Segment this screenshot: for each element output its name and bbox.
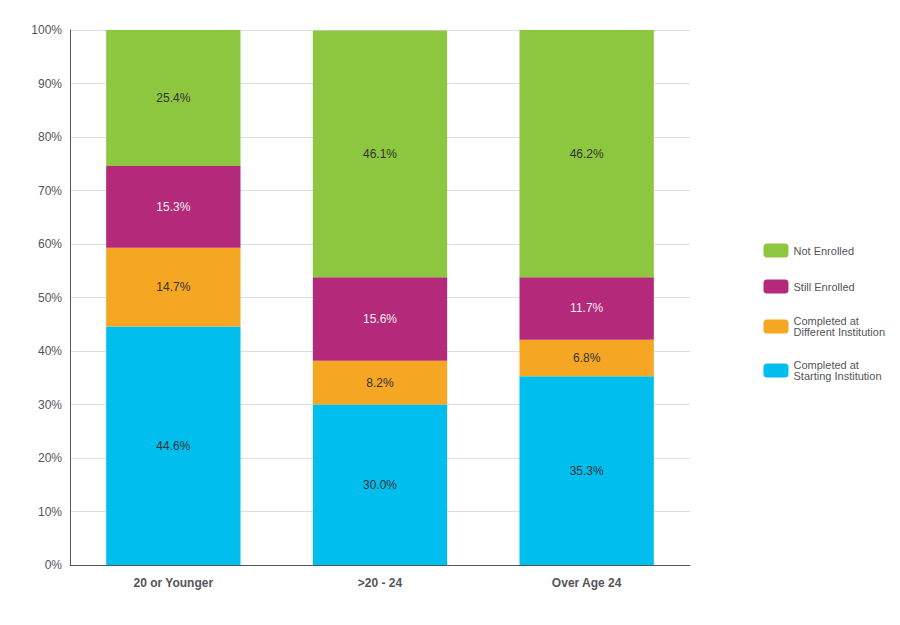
svg-text:40%: 40% bbox=[38, 344, 62, 358]
svg-text:15.6%: 15.6% bbox=[363, 312, 397, 326]
svg-text:Not Enrolled: Not Enrolled bbox=[793, 245, 854, 257]
svg-text:6.8%: 6.8% bbox=[573, 351, 601, 365]
svg-text:Completed at: Completed at bbox=[793, 359, 859, 371]
svg-text:>20 - 24: >20 - 24 bbox=[358, 576, 403, 590]
svg-text:Still Enrolled: Still Enrolled bbox=[793, 281, 854, 293]
svg-text:15.3%: 15.3% bbox=[156, 200, 190, 214]
svg-text:50%: 50% bbox=[38, 291, 62, 305]
svg-text:70%: 70% bbox=[38, 184, 62, 198]
svg-text:Completed at: Completed at bbox=[793, 315, 859, 327]
svg-text:Different Institution: Different Institution bbox=[793, 326, 885, 338]
svg-text:20%: 20% bbox=[38, 451, 62, 465]
svg-text:35.3%: 35.3% bbox=[570, 464, 604, 478]
svg-text:Over Age 24: Over Age 24 bbox=[552, 576, 622, 590]
svg-text:Starting Institution: Starting Institution bbox=[793, 370, 881, 382]
svg-text:14.7%: 14.7% bbox=[156, 280, 190, 294]
svg-text:60%: 60% bbox=[38, 237, 62, 251]
svg-text:20 or Younger: 20 or Younger bbox=[134, 576, 214, 590]
svg-text:11.7%: 11.7% bbox=[570, 301, 603, 315]
svg-text:30%: 30% bbox=[38, 398, 62, 412]
svg-text:46.1%: 46.1% bbox=[363, 147, 397, 161]
svg-text:44.6%: 44.6% bbox=[156, 439, 190, 453]
svg-text:80%: 80% bbox=[38, 130, 62, 144]
svg-text:25.4%: 25.4% bbox=[156, 91, 190, 105]
svg-text:10%: 10% bbox=[38, 505, 62, 519]
svg-text:0%: 0% bbox=[45, 558, 63, 572]
svg-text:90%: 90% bbox=[38, 77, 62, 91]
svg-text:100%: 100% bbox=[31, 23, 62, 37]
svg-text:30.0%: 30.0% bbox=[363, 478, 397, 492]
svg-text:46.2%: 46.2% bbox=[570, 147, 604, 161]
svg-text:8.2%: 8.2% bbox=[366, 376, 394, 390]
